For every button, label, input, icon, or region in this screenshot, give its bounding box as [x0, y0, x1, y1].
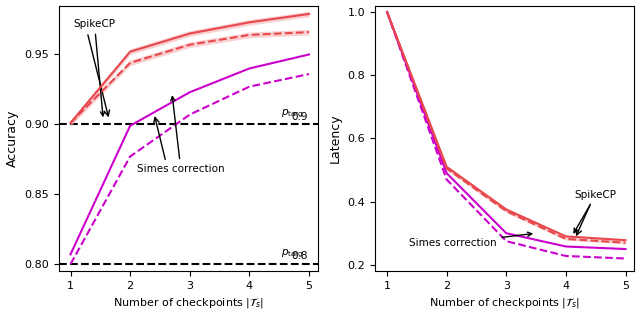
X-axis label: Number of checkpoints $|\mathcal{T}_s|$: Number of checkpoints $|\mathcal{T}_s|$ — [429, 296, 580, 310]
Text: $p_{\rm targ}$: $p_{\rm targ}$ — [282, 247, 304, 260]
Text: Simes correction: Simes correction — [137, 96, 225, 174]
Text: $p_{\rm targ}$: $p_{\rm targ}$ — [282, 108, 304, 120]
Text: 0.9: 0.9 — [291, 112, 308, 122]
Text: Simes correction: Simes correction — [409, 232, 532, 248]
X-axis label: Number of checkpoints $|\mathcal{T}_s|$: Number of checkpoints $|\mathcal{T}_s|$ — [113, 296, 264, 310]
Text: SpikeCP: SpikeCP — [74, 19, 115, 116]
Text: 0.8: 0.8 — [291, 252, 308, 261]
Y-axis label: Accuracy: Accuracy — [6, 110, 19, 167]
Text: SpikeCP: SpikeCP — [574, 190, 617, 233]
Y-axis label: Latency: Latency — [329, 113, 342, 163]
